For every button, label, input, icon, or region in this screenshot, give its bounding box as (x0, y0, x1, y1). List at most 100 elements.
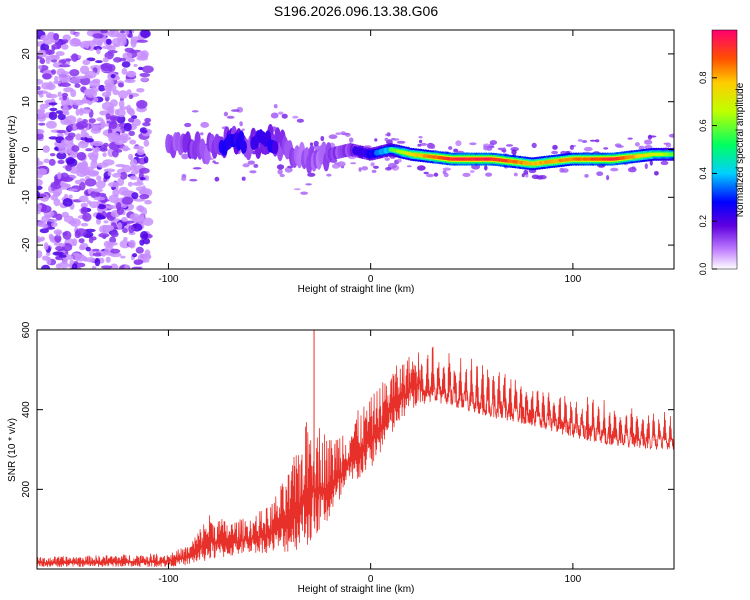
spectrogram-y-ticks: -20 -10 0 10 20 (21, 48, 674, 252)
spectrogram-noise-blob (100, 30, 108, 34)
snr-x-tick-label: 0 (368, 574, 374, 585)
spectrogram-noise-blob (84, 178, 97, 187)
spectrogram-noise-blob (59, 82, 71, 87)
spectrogram-noise-blob (45, 120, 57, 129)
spectrogram-noise-blob (102, 234, 107, 239)
spectrogram-scatter-blob (374, 138, 378, 142)
spectrogram-noise-blob (45, 251, 51, 256)
spectrogram-noise-blob (76, 151, 86, 161)
spectrogram-noise-blob (71, 145, 80, 152)
spectrogram-noise-blob (49, 107, 58, 112)
spectrogram-noise-blob (56, 40, 62, 49)
spectrogram-noise-blob (85, 246, 91, 252)
spectrogram-noise-blob (58, 64, 71, 68)
spectrogram-noise-blob (94, 146, 100, 152)
spectrogram-scatter-blob (192, 167, 202, 170)
spectrogram-scatter-blob (489, 140, 498, 145)
spectrogram-scatter-blob (596, 171, 604, 176)
spectrogram-noise-blob (87, 170, 99, 177)
spectrogram-noise-blob (71, 263, 78, 269)
spectrogram-scatter-blob (416, 165, 426, 171)
spectrogram-scatter-blob (577, 139, 583, 142)
spectrogram-scatter-blob (214, 162, 219, 165)
spectrogram-scatter-blob (523, 169, 529, 175)
spectrogram-noise-blob (133, 64, 138, 67)
spectrogram-noise-blob (79, 181, 86, 191)
spectrogram-noise-blob (79, 245, 86, 251)
spectrogram-noise-blob (115, 163, 126, 168)
spectrogram-noise-blob (72, 238, 78, 247)
spectrogram-scatter-blob (649, 160, 653, 166)
spectrogram-noise-blob (103, 240, 112, 248)
colorbar-tick-label: 0.6 (698, 119, 708, 132)
spectrogram-noise-blob (52, 251, 64, 256)
spectrogram-noise-blob (48, 158, 56, 166)
spectrogram-scatter-blob (191, 110, 199, 113)
spectrogram-noise-blob (74, 83, 81, 88)
spectrogram-ridge-cell (670, 152, 674, 156)
spectrogram-scatter-blob (660, 160, 669, 166)
spectrogram-noise-blob (57, 159, 65, 165)
spectrogram-noise-blob (110, 248, 121, 254)
spectrogram-noise-blob (55, 231, 61, 237)
spectrogram-noise-blob (102, 152, 107, 158)
spectrogram-noise-blob (71, 37, 78, 44)
spectrogram-y-tick-label: 0 (21, 146, 32, 152)
spectrogram-noise-blob (58, 261, 70, 269)
spectrogram-noise-blob (85, 257, 96, 263)
spectrogram-scatter-blob (361, 166, 369, 171)
spectrogram-noise-blob (130, 158, 138, 168)
spectrogram-noise-blob (96, 48, 101, 55)
spectrogram-noise-blob (57, 171, 62, 180)
snr-line-layer (37, 330, 674, 568)
spectrogram-noise-blob (95, 192, 107, 197)
spectrogram-noise-blob (50, 181, 62, 190)
spectrogram-noise-blob (128, 239, 136, 249)
spectrogram-noise-blob (74, 179, 82, 185)
spectrogram-noise-blob (133, 259, 144, 265)
spectrogram-noise-blob (115, 33, 127, 37)
spectrogram-scatter-blob (610, 167, 619, 172)
spectrogram-scatter-blob (384, 157, 390, 161)
spectrogram-noise-blob (125, 30, 130, 36)
spectrogram-noise-blob (54, 191, 61, 197)
spectrogram-noise-blob (119, 240, 131, 249)
spectrogram-noise-blob (46, 256, 52, 266)
spectrogram-noise-blob (107, 45, 116, 52)
spectrogram-noise-blob (99, 224, 111, 234)
spectrogram-noise-blob (43, 242, 49, 251)
spectrogram-scatter-blob (521, 173, 525, 178)
spectrogram-noise-blob (107, 50, 118, 54)
spectrogram-noise-blob (108, 121, 118, 129)
spectrogram-noise-blob (95, 60, 103, 64)
spectrogram-noise-blob (128, 33, 133, 38)
spectrogram-noise-blob (124, 264, 130, 269)
spectrogram-noise-blob (75, 121, 88, 129)
spectrogram-scatter-blob (485, 172, 493, 177)
spectrogram-noise-blob (138, 66, 144, 71)
spectrogram-scatter-blob (200, 121, 210, 128)
spectrogram-noise-blob (88, 118, 96, 124)
spectrogram-noise-blob (52, 80, 62, 85)
spectrogram-scatter-blob (181, 153, 189, 160)
spectrogram-noise-blob (92, 33, 104, 39)
spectrogram-noise-blob (105, 113, 111, 120)
spectrogram-scatter-blob (426, 173, 434, 178)
spectrogram-noise-blob (116, 206, 124, 215)
spectrogram-noise-blob (114, 76, 121, 81)
spectrogram-noise-blob (37, 129, 45, 135)
spectrogram-noise-blob (101, 91, 112, 98)
spectrogram-scatter-blob (270, 112, 279, 119)
spectrogram-scatter-blob (276, 164, 285, 170)
spectrogram-noise-blob (118, 100, 125, 108)
spectrogram-noise-blob (121, 68, 128, 75)
spectrogram-noise-blob (42, 38, 54, 45)
spectrogram-noise-blob (41, 215, 50, 223)
spectrogram-noise-blob (59, 182, 68, 187)
spectrogram-noise-blob (69, 69, 80, 77)
spectrogram-noise-blob (105, 256, 111, 263)
spectrogram-scatter-blob (603, 147, 609, 150)
spectrogram-noise-blob (39, 228, 49, 234)
spectrogram-noise-blob (37, 208, 42, 215)
